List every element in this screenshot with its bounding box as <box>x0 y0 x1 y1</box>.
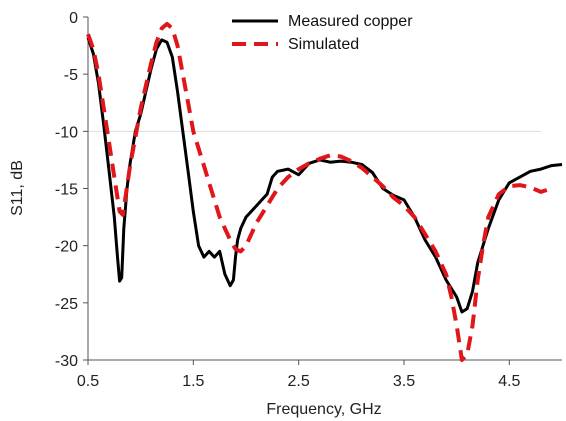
legend-label-simulated: Simulated <box>288 36 359 53</box>
x-tick-label: 3.5 <box>393 373 415 390</box>
y-tick-label: -30 <box>55 353 78 370</box>
x-tick-label: 2.5 <box>288 373 310 390</box>
y-tick-label: -25 <box>55 296 78 313</box>
series-line-simulated <box>86 21 553 362</box>
y-tick-label: 0 <box>69 10 78 27</box>
x-axis-title: Frequency, GHz <box>266 401 381 418</box>
x-tick-label: 1.5 <box>182 373 204 390</box>
x-tick-label: 0.5 <box>77 373 99 390</box>
x-tick-label: 4.5 <box>498 373 520 390</box>
legend-label-measured-copper: Measured copper <box>288 13 413 30</box>
axes <box>83 16 562 365</box>
y-axis-title: S11, dB <box>9 160 26 216</box>
tick-labels: 0 -5 -10 -15 -20 -25 -30 0.5 1.5 2.5 3.5 4.5 <box>55 10 521 390</box>
y-tick-label: -10 <box>55 124 78 141</box>
legend: Measured copper Simulated <box>232 13 413 53</box>
y-tick-label: -15 <box>55 182 78 199</box>
y-tick-label: -20 <box>55 239 78 256</box>
series-group <box>86 21 563 362</box>
series-line-measured-copper <box>86 37 563 314</box>
y-tick-label: -5 <box>64 67 78 84</box>
